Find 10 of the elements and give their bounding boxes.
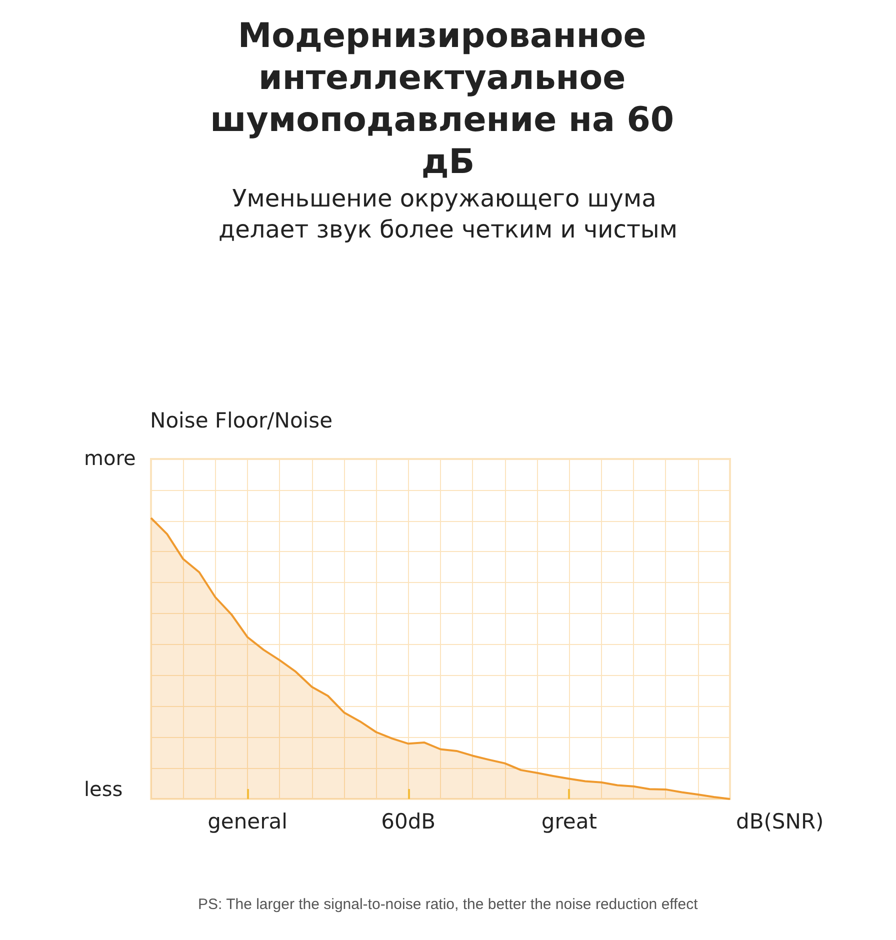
chart-subtitle: Уменьшение окружающего шума делает звук более четким и чистым bbox=[218, 184, 678, 244]
text: PS: The larger the signal-to-noise ratio, the better the noise reduction effect bbox=[198, 896, 699, 913]
y-axis-title: Noise Floor/Noise bbox=[150, 408, 332, 432]
chart-title: Модернизированное интеллектуальное шумоподавление на 60 дБ bbox=[210, 16, 686, 182]
x-tick-label: 60dB bbox=[381, 810, 436, 834]
x-tick-label: great bbox=[541, 810, 597, 834]
text: less bbox=[84, 777, 123, 801]
x-tick-label: general bbox=[208, 810, 288, 834]
text: more bbox=[84, 446, 136, 470]
x-axis-title: dB(SNR) bbox=[736, 810, 824, 834]
